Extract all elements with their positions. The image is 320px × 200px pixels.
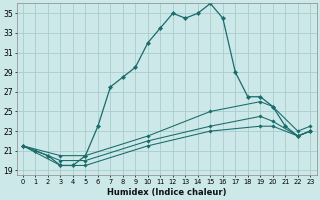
X-axis label: Humidex (Indice chaleur): Humidex (Indice chaleur) bbox=[107, 188, 226, 197]
